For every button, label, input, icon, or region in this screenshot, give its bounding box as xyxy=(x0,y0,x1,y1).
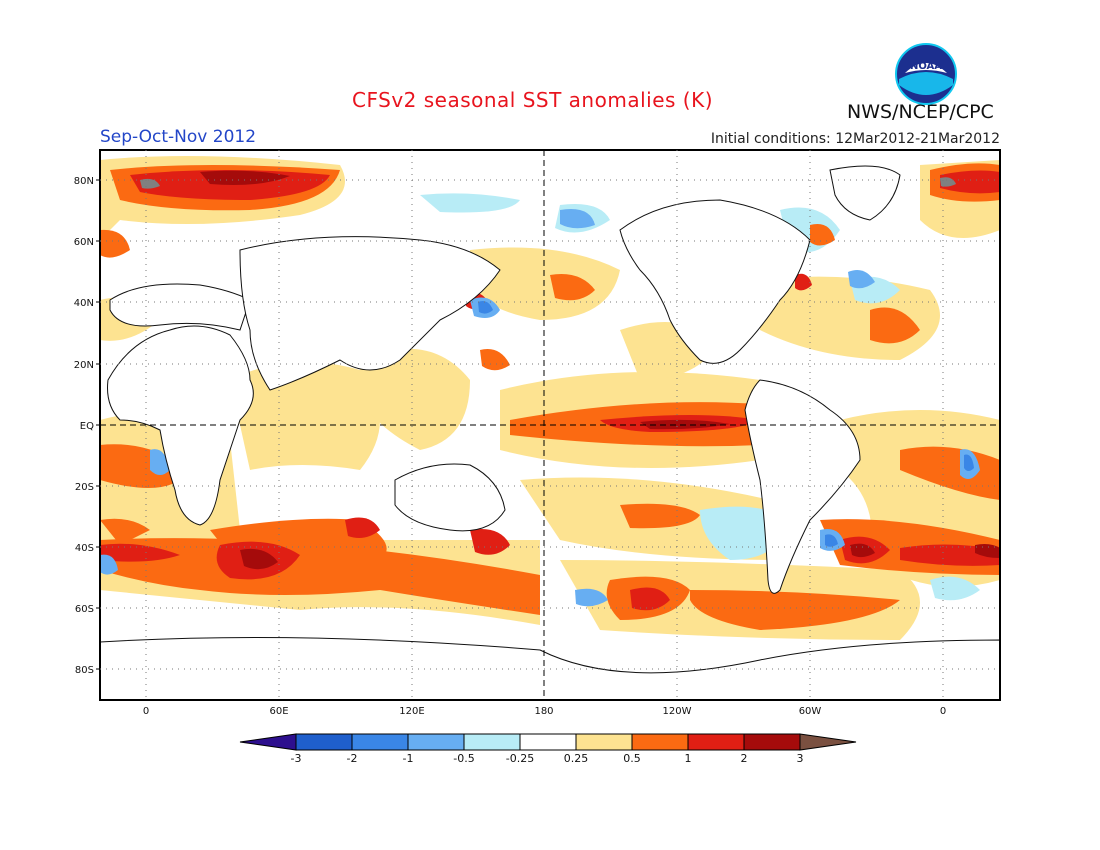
legend-swatch xyxy=(744,734,800,750)
legend-swatch xyxy=(688,734,744,750)
legend-label: 0.5 xyxy=(623,752,641,765)
legend-swatch xyxy=(408,734,464,750)
legend-swatch xyxy=(464,734,520,750)
legend-label: 0.25 xyxy=(564,752,589,765)
legend-swatch xyxy=(520,734,576,750)
legend-label: -0.5 xyxy=(453,752,474,765)
legend-arrow-high xyxy=(800,734,856,750)
legend-swatch xyxy=(576,734,632,750)
legend-label: -3 xyxy=(291,752,302,765)
legend-label: 2 xyxy=(741,752,748,765)
legend-label: -1 xyxy=(403,752,414,765)
legend-label: -0.25 xyxy=(506,752,534,765)
legend-swatch xyxy=(632,734,688,750)
legend-label: 1 xyxy=(685,752,692,765)
legend-arrow-low xyxy=(240,734,296,750)
legend-label: 3 xyxy=(797,752,804,765)
legend-label: -2 xyxy=(347,752,358,765)
legend-swatch xyxy=(352,734,408,750)
legend-swatch xyxy=(296,734,352,750)
